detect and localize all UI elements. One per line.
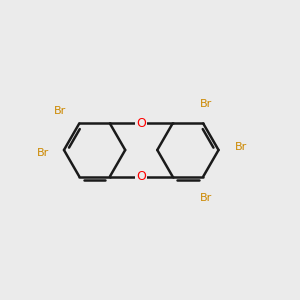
Text: Br: Br — [54, 106, 66, 116]
Text: Br: Br — [235, 142, 247, 152]
Text: O: O — [136, 117, 146, 130]
Text: Br: Br — [200, 99, 212, 109]
Text: Br: Br — [200, 193, 212, 202]
Text: Br: Br — [37, 148, 50, 158]
Text: O: O — [136, 170, 146, 183]
